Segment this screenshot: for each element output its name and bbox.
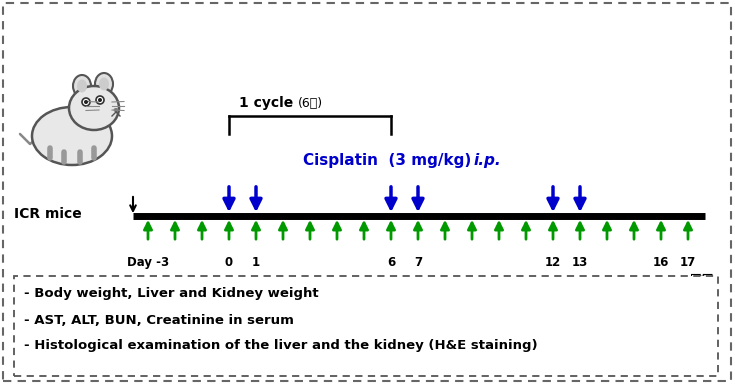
- Circle shape: [98, 98, 102, 102]
- Text: 16: 16: [653, 256, 669, 269]
- Text: - AST, ALT, BUN, Creatinine in serum: - AST, ALT, BUN, Creatinine in serum: [24, 313, 294, 326]
- Text: Cisplatin  (3 mg/kg): Cisplatin (3 mg/kg): [304, 154, 477, 169]
- Text: ICR mice: ICR mice: [14, 207, 82, 221]
- Text: MH-30  (100 mg/kg/day) oral intubation: MH-30 (100 mg/kg/day) oral intubation: [245, 276, 555, 290]
- Text: (6일): (6일): [298, 97, 323, 110]
- Text: Day -3: Day -3: [127, 256, 169, 269]
- Ellipse shape: [113, 108, 118, 112]
- Text: i.p.: i.p.: [474, 154, 501, 169]
- Ellipse shape: [99, 78, 109, 91]
- Text: 실험: 실험: [690, 272, 714, 291]
- Circle shape: [82, 98, 90, 106]
- Text: - Body weight, Liver and Kidney weight: - Body weight, Liver and Kidney weight: [24, 288, 319, 301]
- Ellipse shape: [32, 107, 112, 165]
- Text: 17: 17: [680, 256, 696, 269]
- Text: 12: 12: [545, 256, 561, 269]
- Text: 6: 6: [387, 256, 395, 269]
- Text: - Histological examination of the liver and the kidney (H&E staining): - Histological examination of the liver …: [24, 339, 537, 353]
- Ellipse shape: [77, 79, 87, 93]
- Text: 7: 7: [414, 256, 422, 269]
- Circle shape: [96, 96, 104, 104]
- FancyBboxPatch shape: [14, 276, 718, 376]
- Ellipse shape: [69, 86, 119, 130]
- Text: 1 cycle: 1 cycle: [239, 96, 298, 110]
- Ellipse shape: [73, 75, 91, 97]
- Circle shape: [84, 100, 88, 104]
- Text: 1: 1: [252, 256, 260, 269]
- Text: 0: 0: [225, 256, 233, 269]
- Ellipse shape: [95, 73, 113, 95]
- Text: 13: 13: [572, 256, 588, 269]
